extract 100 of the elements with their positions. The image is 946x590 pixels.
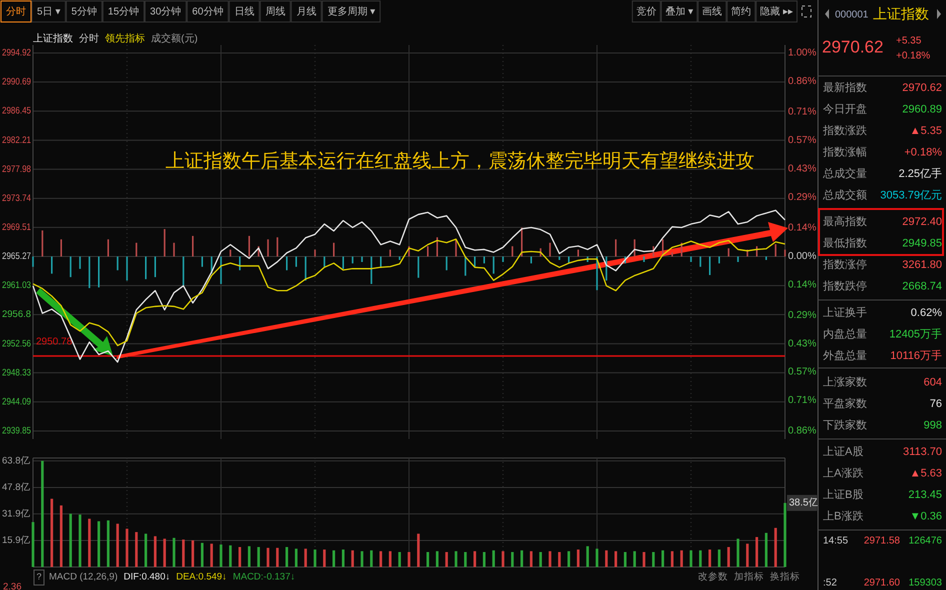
bar [492, 550, 495, 567]
text: 外盘总量 [823, 348, 867, 362]
bar [708, 550, 712, 567]
annotation: 上证指数午后基本运行在红盘线上方，震荡休整完毕明天有望继续进攻 [166, 150, 754, 172]
bar [200, 542, 204, 567]
line-series [32, 210, 786, 363]
text: 2.36 [3, 582, 22, 590]
y-tick-label: 2986.45 [2, 106, 36, 117]
line-series [32, 238, 786, 346]
text: 领先指标 [105, 32, 145, 45]
bar [417, 534, 420, 567]
bar [436, 551, 438, 567]
text: MACD:-0.137↓ [232, 572, 296, 583]
text: 今日开盘 [823, 103, 867, 116]
bar [98, 521, 100, 567]
bar [220, 544, 222, 567]
y2-tick-label: 0.71% [788, 395, 816, 406]
bar [718, 550, 720, 567]
text: +0.18% [896, 50, 930, 62]
text: 2970.62 [902, 82, 942, 94]
text: 76 [930, 398, 942, 410]
text: MACD (12,26,9) [49, 572, 118, 583]
bar [596, 548, 598, 567]
text: 15分钟 [108, 6, 140, 18]
bar [163, 538, 166, 567]
text: 30分钟 [150, 6, 182, 18]
bar [764, 532, 768, 567]
chart-title: 分时 [79, 32, 99, 45]
text: 2972.40 [902, 216, 942, 228]
bar [746, 544, 749, 567]
bar [304, 548, 307, 567]
bar [652, 552, 655, 567]
y2-tick-label: 0.43% [788, 338, 816, 350]
bar [323, 550, 326, 567]
text: ? [36, 571, 42, 582]
bar [116, 524, 119, 567]
bar [351, 550, 354, 567]
text: 上证指数 [33, 32, 73, 45]
bar [342, 550, 344, 567]
bar [126, 528, 128, 567]
text: 加指标 [734, 570, 764, 583]
bar [539, 552, 542, 567]
text: 上证指数 [873, 6, 929, 22]
bar [530, 551, 532, 567]
chart-title: 成交额(元) [151, 34, 198, 45]
bar [154, 536, 156, 567]
text: 上涨家数 [823, 375, 867, 388]
text: 指数跌停 [822, 280, 867, 292]
y-tick-label: 2969.51 [2, 222, 36, 233]
bar [642, 552, 646, 567]
text: 画线 [702, 6, 722, 18]
bar [756, 537, 758, 567]
text: 指数涨跌 [822, 124, 867, 137]
text: 0.62% [910, 306, 942, 319]
bar [332, 550, 336, 567]
bar [248, 546, 250, 567]
bar [774, 528, 777, 567]
bar [548, 551, 552, 567]
y2-tick-label: 0.29% [788, 192, 816, 203]
bar [294, 548, 298, 567]
bar [192, 540, 194, 567]
bar [502, 551, 504, 567]
bar [314, 550, 316, 567]
y-tick-label: 31.9亿 [2, 508, 30, 520]
y2-tick-label: 0.29% [788, 310, 816, 321]
y-tick-label: 2990.69 [2, 76, 36, 88]
bar [88, 518, 91, 567]
text: 3261.80 [902, 258, 942, 271]
bar [605, 550, 608, 567]
bar [388, 551, 392, 567]
text: 改参数 [698, 570, 728, 583]
text: 10116万手 [890, 348, 942, 362]
text: 2970.62 [822, 37, 884, 56]
text: DEA:0.549↓ [176, 572, 227, 583]
text: 998 [924, 419, 942, 432]
bar [624, 552, 626, 567]
y2-tick-label: 0.86% [788, 426, 816, 437]
y2-tick-label: 0.14% [788, 279, 816, 290]
bar [699, 550, 702, 567]
bar [286, 547, 288, 567]
bar [727, 547, 730, 567]
text: ▲5.35 [910, 124, 942, 137]
bar [586, 546, 589, 567]
y2-tick-label: 0.00% [788, 250, 816, 262]
text: 12405万手 [889, 327, 942, 340]
text: 上B涨跌 [823, 509, 864, 522]
bar [69, 514, 72, 567]
text: 最低指数 [823, 237, 867, 250]
y2-tick-label: 0.57% [788, 366, 816, 378]
text: 下跌家数 [823, 418, 867, 432]
y2-tick-label: 0.43% [788, 163, 816, 174]
text: 60分钟 [192, 6, 224, 18]
bar [633, 551, 636, 567]
bar [276, 548, 279, 567]
bar [568, 551, 570, 567]
bar [680, 550, 683, 567]
text: 14:55 [823, 536, 848, 547]
bar [60, 505, 62, 567]
text: +0.18% [904, 146, 942, 158]
text: 604 [924, 376, 942, 388]
